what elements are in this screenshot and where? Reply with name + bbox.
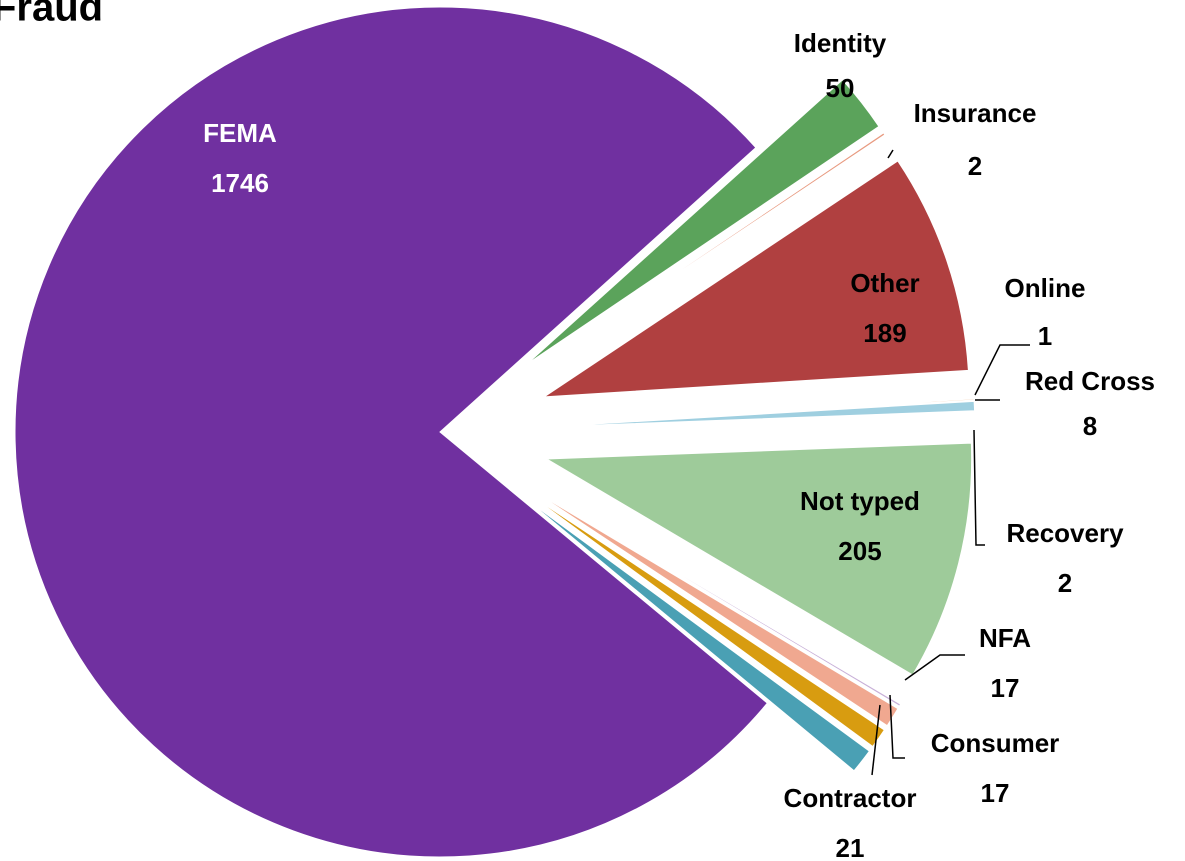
pie-slice bbox=[531, 132, 886, 372]
slice-label: Not typed bbox=[800, 486, 920, 516]
pie-slice bbox=[549, 398, 975, 426]
pie-slice bbox=[534, 487, 902, 707]
pie-slice bbox=[549, 400, 976, 428]
leader-line bbox=[889, 694, 905, 759]
slice-label: Consumer bbox=[931, 728, 1060, 758]
slice-value: 17 bbox=[981, 778, 1010, 808]
slice-label: Insurance bbox=[914, 98, 1037, 128]
slice-value: 50 bbox=[826, 73, 855, 103]
pie-slice bbox=[529, 494, 885, 748]
slice-value: 2 bbox=[1058, 568, 1072, 598]
slice-label: Recovery bbox=[1006, 518, 1124, 548]
pie-slice bbox=[14, 6, 769, 858]
leader-line bbox=[973, 429, 985, 546]
pie-slice bbox=[542, 160, 969, 398]
slice-value: 189 bbox=[863, 318, 906, 348]
slice-label: Identity bbox=[794, 28, 887, 58]
slice-value: 21 bbox=[836, 833, 865, 861]
slice-value: 205 bbox=[838, 536, 881, 566]
slice-value: 2 bbox=[968, 151, 982, 181]
leader-line bbox=[974, 344, 1030, 396]
slice-value: 17 bbox=[991, 673, 1020, 703]
slice-value: 1746 bbox=[211, 168, 269, 198]
slice-label: Other bbox=[850, 268, 919, 298]
pie-slice bbox=[526, 499, 871, 772]
leader-line bbox=[887, 149, 894, 159]
leader-lines bbox=[871, 149, 1030, 776]
slice-value: 8 bbox=[1083, 411, 1097, 441]
pie-slice bbox=[544, 442, 973, 676]
slice-label: NFA bbox=[979, 623, 1031, 653]
leader-line bbox=[904, 654, 965, 681]
leader-line bbox=[871, 704, 881, 776]
pie-slice bbox=[526, 79, 880, 365]
slice-label: Contractor bbox=[784, 783, 917, 813]
slice-label: Red Cross bbox=[1025, 366, 1155, 396]
slice-label: FEMA bbox=[203, 118, 277, 148]
chart-title: Fraud bbox=[0, 0, 103, 30]
slice-label: Online bbox=[1005, 273, 1086, 303]
pie-slice bbox=[532, 490, 899, 727]
slice-value: 1 bbox=[1038, 321, 1052, 351]
